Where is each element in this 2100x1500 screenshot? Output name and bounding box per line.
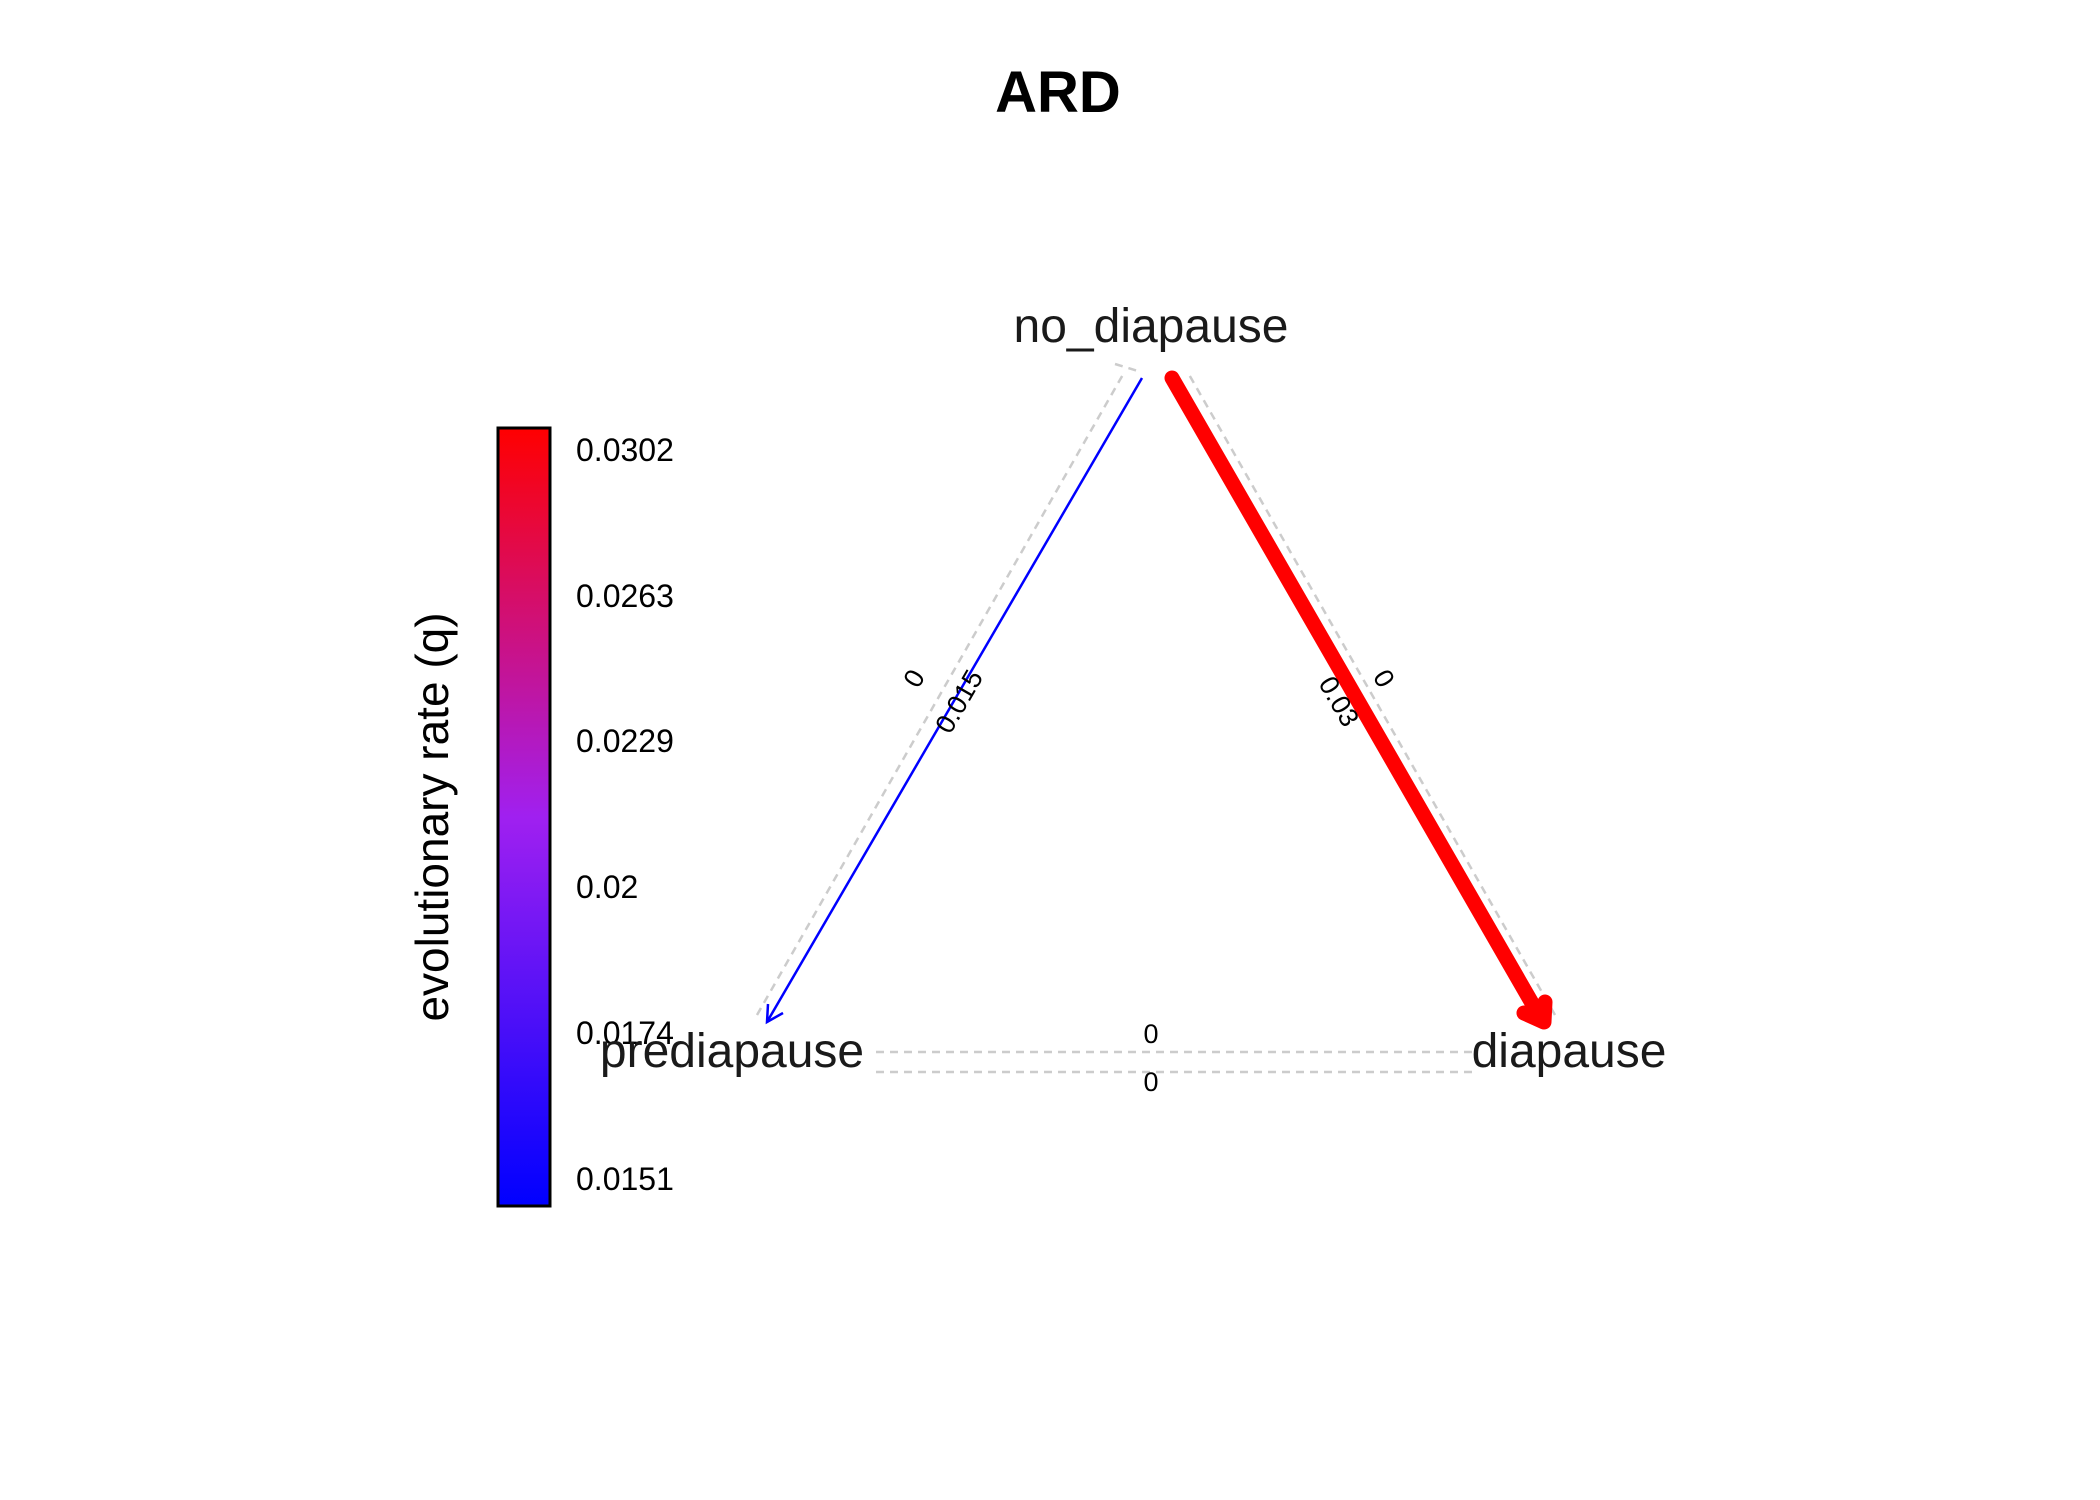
legend-tick-label: 0.02 [576, 869, 638, 905]
edge-no-diapause-to-diapause [1164, 370, 1553, 1030]
edge-label-no-diapause-to-diapause: 0.03 [1313, 671, 1365, 732]
edge-label-diapause-to-no-diapause: 0 [1367, 664, 1400, 692]
node-diapause: diapause [1472, 1025, 1667, 1078]
edge-prediapause-to-no-diapause [755, 370, 1127, 1016]
legend-tick-label: 0.0151 [576, 1161, 674, 1197]
legend-tick-label: 0.0229 [576, 723, 674, 759]
legend-tick-label: 0.0302 [576, 432, 674, 468]
arrowhead-icon [1516, 994, 1553, 1030]
edge-label-prediapause-to-no-diapause: 0 [897, 664, 930, 692]
edge-line [1164, 370, 1548, 1025]
edge-no-diapause-side-dashed [1114, 362, 1139, 373]
edge-no-diapause-to-prediapause [765, 377, 1144, 1025]
edge-label-prediapause-to-diapause: 0 [1143, 1019, 1158, 1049]
edge-diapause-to-no-diapause [1185, 370, 1557, 1016]
legend-tick-label: 0.0263 [576, 578, 674, 614]
color-legend: evolutionary rate (q) 0.0302 0.0263 0.02… [406, 426, 674, 1208]
arrowhead-icon [765, 1003, 784, 1025]
legend-title: evolutionary rate (q) [406, 612, 458, 1021]
edge-label-diapause-to-prediapause: 0 [1143, 1067, 1158, 1097]
edge-line [765, 377, 1144, 1023]
legend-tick-label: 0.0174 [576, 1015, 674, 1051]
edge-labels: 0 0.015 0.03 0 0 0 [897, 664, 1400, 1097]
node-prediapause: prediapause [600, 1025, 864, 1078]
legend-color-bar [496, 426, 552, 1208]
node-no-diapause: no_diapause [1014, 300, 1289, 353]
chart-title: ARD [995, 60, 1121, 125]
edge-label-no-diapause-to-prediapause: 0.015 [929, 665, 989, 739]
zero-rate-edges [755, 362, 1557, 1074]
